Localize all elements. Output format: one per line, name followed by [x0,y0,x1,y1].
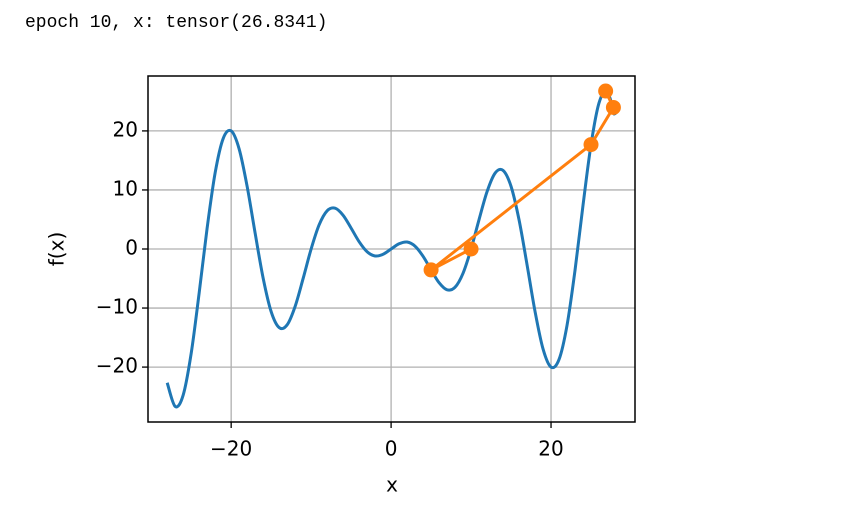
y-tick-label: 10 [113,176,138,200]
point [605,99,621,115]
x-tick-label: 0 [385,437,398,461]
chart-title: epoch 10, x: tensor(26.8341) [25,13,327,33]
y-axis-label: f(x) [45,232,69,266]
point [583,137,599,153]
point [423,262,439,278]
y-tick-label: 20 [113,117,138,141]
y-tick-label: −10 [96,295,138,319]
y-tick-label: −20 [96,354,138,378]
line [165,89,617,409]
point [598,83,614,99]
x-tick-label: −20 [210,437,252,461]
y-tick-label: 0 [125,236,138,260]
point [463,241,479,257]
plot-frame [147,75,636,423]
x-tick-label: 20 [538,437,563,461]
x-axis-label: x [386,473,398,497]
